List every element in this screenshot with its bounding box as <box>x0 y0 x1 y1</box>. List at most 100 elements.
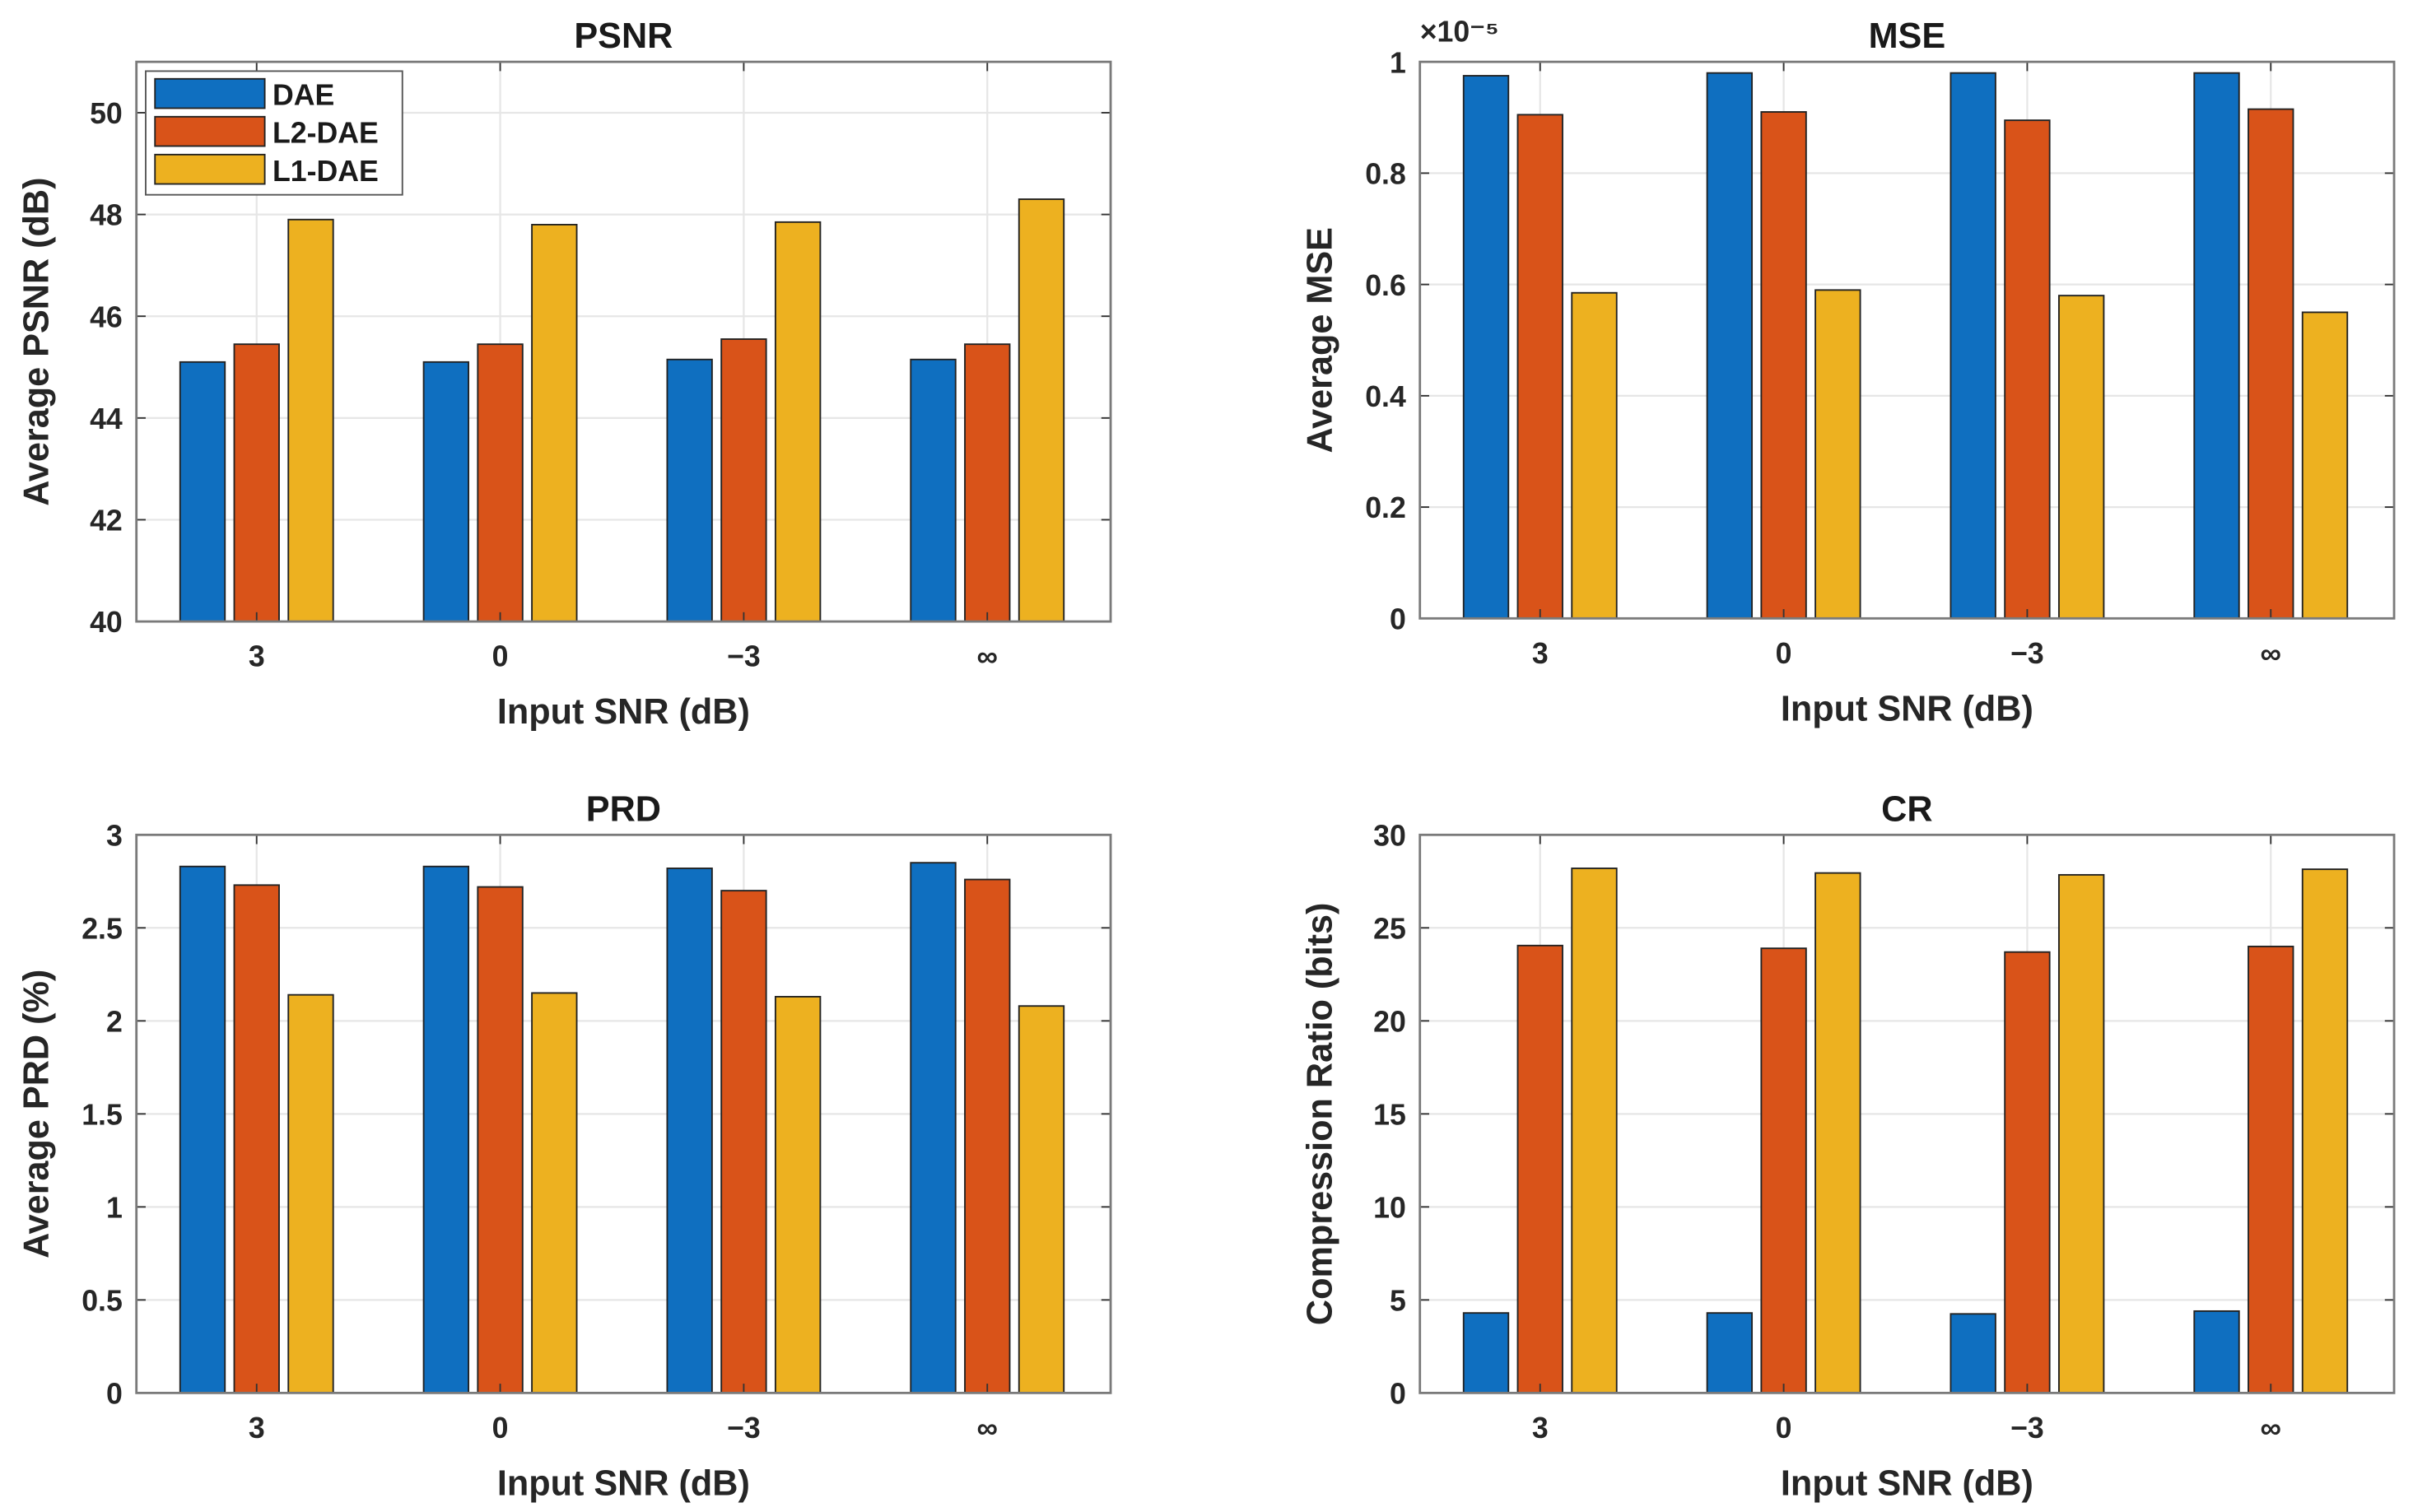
bar-dae-1 <box>422 865 470 1394</box>
ytick-label: 30 <box>1373 819 1406 852</box>
ytick-label: 44 <box>90 402 123 435</box>
prd-chart: 0 0.5 1 1.5 2 2.5 3 3 0 −3 ∞ PRD Input SNR (dB) Avera… <box>17 789 1112 1503</box>
chart-title: PRD <box>586 789 661 829</box>
ytick-label: 46 <box>90 300 123 333</box>
bar-l2-dae-0 <box>233 884 280 1394</box>
bar-l2-dae-2 <box>2004 951 2051 1394</box>
axes-box <box>1418 60 2396 620</box>
legend: DAE L2-DAE L1-DAE <box>145 70 403 196</box>
bar-dae-2 <box>1949 1313 1996 1394</box>
ytick-label: 0.4 <box>1365 380 1406 413</box>
xtick-label: 3 <box>249 640 265 673</box>
xtick-label: 0 <box>1776 1412 1792 1445</box>
legend-label: L2-DAE <box>273 117 379 150</box>
bar-dae-3 <box>910 358 957 623</box>
y-axis-label: Average MSE <box>1301 227 1340 453</box>
bar-l1-dae-3 <box>2301 868 2349 1394</box>
xtick-label: ∞ <box>977 1412 998 1445</box>
bar-l1-dae-3 <box>2301 311 2349 620</box>
y-axis-label: Average PSNR (dB) <box>17 178 57 506</box>
ytick-label: 1 <box>106 1191 123 1224</box>
bar-l2-dae-2 <box>2004 119 2051 620</box>
xtick-label: −3 <box>2010 637 2044 670</box>
ytick-label: 5 <box>1390 1285 1406 1318</box>
bar-l1-dae-1 <box>1814 872 1861 1394</box>
x-axis-label: Input SNR (dB) <box>497 692 750 732</box>
ytick-label: 25 <box>1373 912 1406 945</box>
chart-title: MSE <box>1869 16 1946 56</box>
xtick-label: 0 <box>1776 637 1792 670</box>
bar-dae-1 <box>1706 1312 1754 1394</box>
y-exponent-label: ×10⁻⁵ <box>1420 16 1499 49</box>
legend-swatch-dae <box>154 77 266 109</box>
ytick-label: 3 <box>106 819 123 852</box>
ytick-label: 0.5 <box>82 1285 123 1318</box>
ytick-label: 0.2 <box>1365 491 1406 524</box>
ytick-label: 20 <box>1373 1005 1406 1038</box>
xtick-label: 3 <box>249 1412 265 1445</box>
ytick-label: 0.8 <box>1365 158 1406 191</box>
bar-l1-dae-2 <box>774 221 822 623</box>
bar-dae-3 <box>2193 72 2240 620</box>
xtick-label: −3 <box>2010 1412 2044 1445</box>
ytick-label: 40 <box>90 606 123 639</box>
bar-l1-dae-2 <box>774 995 822 1394</box>
axes-box <box>135 60 1112 623</box>
bar-l1-dae-1 <box>531 992 578 1394</box>
xtick-label: 3 <box>1532 1412 1549 1445</box>
legend-swatch-l2-dae <box>154 115 266 147</box>
chart-title: CR <box>1881 789 1932 829</box>
bar-l1-dae-3 <box>1018 1005 1065 1394</box>
legend-label: DAE <box>273 79 334 112</box>
bar-l2-dae-1 <box>1760 947 1807 1394</box>
bar-dae-2 <box>666 358 713 623</box>
ytick-label: 2.5 <box>82 912 123 945</box>
xtick-label: 0 <box>492 640 509 673</box>
x-axis-label: Input SNR (dB) <box>1781 1463 2033 1503</box>
ytick-label: 2 <box>106 1005 123 1038</box>
bar-l1-dae-0 <box>1571 868 1618 1394</box>
y-axis-label: Compression Ratio (bits) <box>1301 903 1340 1325</box>
ytick-label: 48 <box>90 199 123 232</box>
bar-l2-dae-0 <box>233 343 280 623</box>
ytick-label: 0 <box>106 1378 123 1411</box>
ytick-label: 0 <box>1390 1378 1406 1411</box>
bar-l1-dae-2 <box>2057 873 2105 1394</box>
bar-dae-0 <box>1462 75 1510 620</box>
bar-l2-dae-2 <box>720 890 767 1394</box>
bar-l2-dae-1 <box>477 886 524 1394</box>
bar-l1-dae-0 <box>287 993 334 1394</box>
bar-dae-2 <box>1949 72 1996 620</box>
bar-l2-dae-3 <box>2248 108 2294 620</box>
bar-l2-dae-0 <box>1516 944 1563 1394</box>
ytick-label: 50 <box>90 97 123 130</box>
xtick-label: 3 <box>1532 637 1549 670</box>
y-axis-label: Average PRD (%) <box>17 970 57 1258</box>
legend-swatch-l1-dae <box>154 153 266 185</box>
xtick-label: ∞ <box>2261 1412 2281 1445</box>
ytick-label: 15 <box>1373 1098 1406 1131</box>
x-axis-label: Input SNR (dB) <box>1781 689 2033 728</box>
bar-l1-dae-2 <box>2057 295 2105 620</box>
ytick-label: 1.5 <box>82 1098 123 1131</box>
xtick-label: ∞ <box>2261 637 2281 670</box>
bar-l1-dae-0 <box>1571 291 1618 620</box>
xtick-label: −3 <box>727 1412 761 1445</box>
xtick-label: 0 <box>492 1412 509 1445</box>
chart-title: PSNR <box>574 16 673 56</box>
bar-l1-dae-1 <box>531 223 578 623</box>
ytick-label: 0.6 <box>1365 269 1406 302</box>
bar-dae-0 <box>1462 1312 1510 1394</box>
bar-l2-dae-1 <box>1760 111 1807 620</box>
xtick-label: −3 <box>727 640 761 673</box>
axes-box <box>135 833 1112 1394</box>
bar-l2-dae-0 <box>1516 114 1563 620</box>
bar-dae-2 <box>666 868 713 1394</box>
bar-l2-dae-3 <box>964 343 1011 623</box>
axes-box <box>1418 833 2396 1394</box>
bar-dae-3 <box>2193 1310 2240 1394</box>
ytick-label: 10 <box>1373 1191 1406 1224</box>
ytick-label: 1 <box>1390 46 1406 79</box>
bar-l1-dae-0 <box>287 218 334 623</box>
